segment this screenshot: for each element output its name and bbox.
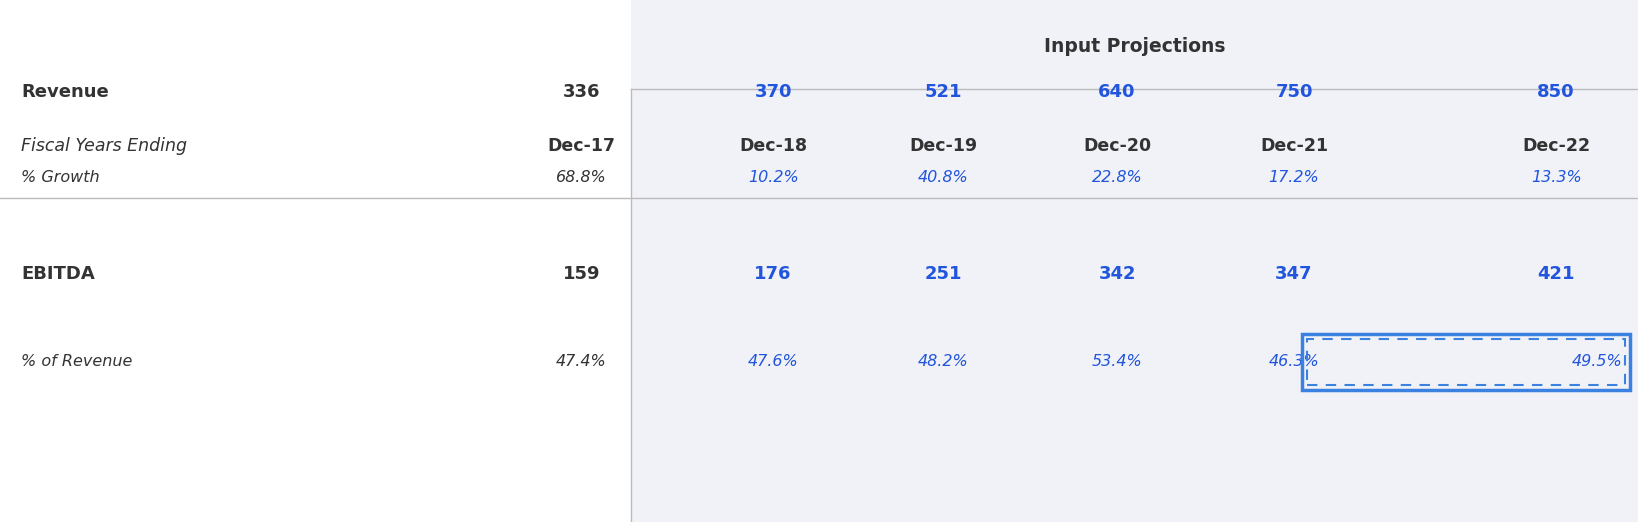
Text: 159: 159 (563, 265, 600, 283)
Bar (0, 0, 631, 522)
Text: Fiscal Years Ending: Fiscal Years Ending (21, 137, 187, 155)
Text: 370: 370 (755, 83, 791, 101)
Text: 421: 421 (1538, 265, 1574, 283)
Text: Input Projections: Input Projections (1043, 38, 1225, 56)
Text: 750: 750 (1276, 83, 1312, 101)
Text: 13.3%: 13.3% (1532, 170, 1581, 184)
Text: Dec-21: Dec-21 (1260, 137, 1328, 155)
Text: Revenue: Revenue (21, 83, 110, 101)
Text: Dec-19: Dec-19 (909, 137, 978, 155)
Text: 10.2%: 10.2% (749, 170, 798, 184)
Text: % Growth: % Growth (21, 170, 100, 184)
Text: 342: 342 (1099, 265, 1135, 283)
Text: 46.3%: 46.3% (1269, 354, 1319, 370)
Text: Dec-22: Dec-22 (1522, 137, 1590, 155)
Text: 336: 336 (563, 83, 600, 101)
Text: 22.8%: 22.8% (1093, 170, 1142, 184)
Text: 47.4%: 47.4% (557, 354, 606, 370)
Text: 40.8%: 40.8% (919, 170, 968, 184)
Text: 251: 251 (925, 265, 962, 283)
Text: Dec-18: Dec-18 (739, 137, 808, 155)
Text: 53.4%: 53.4% (1093, 354, 1142, 370)
Text: 850: 850 (1538, 83, 1574, 101)
Text: 347: 347 (1276, 265, 1312, 283)
Text: Dec-20: Dec-20 (1083, 137, 1152, 155)
Text: 68.8%: 68.8% (557, 170, 606, 184)
Bar (1307, 339, 1625, 385)
Text: % of Revenue: % of Revenue (21, 354, 133, 370)
Text: 176: 176 (755, 265, 791, 283)
Text: 640: 640 (1099, 83, 1135, 101)
Text: 521: 521 (925, 83, 962, 101)
Bar (631, 0, 1638, 522)
Bar (1302, 334, 1630, 390)
Text: 49.5%: 49.5% (1571, 354, 1622, 370)
Text: 47.6%: 47.6% (749, 354, 798, 370)
Text: Dec-17: Dec-17 (547, 137, 616, 155)
Text: 48.2%: 48.2% (919, 354, 968, 370)
Text: EBITDA: EBITDA (21, 265, 95, 283)
Text: 17.2%: 17.2% (1269, 170, 1319, 184)
